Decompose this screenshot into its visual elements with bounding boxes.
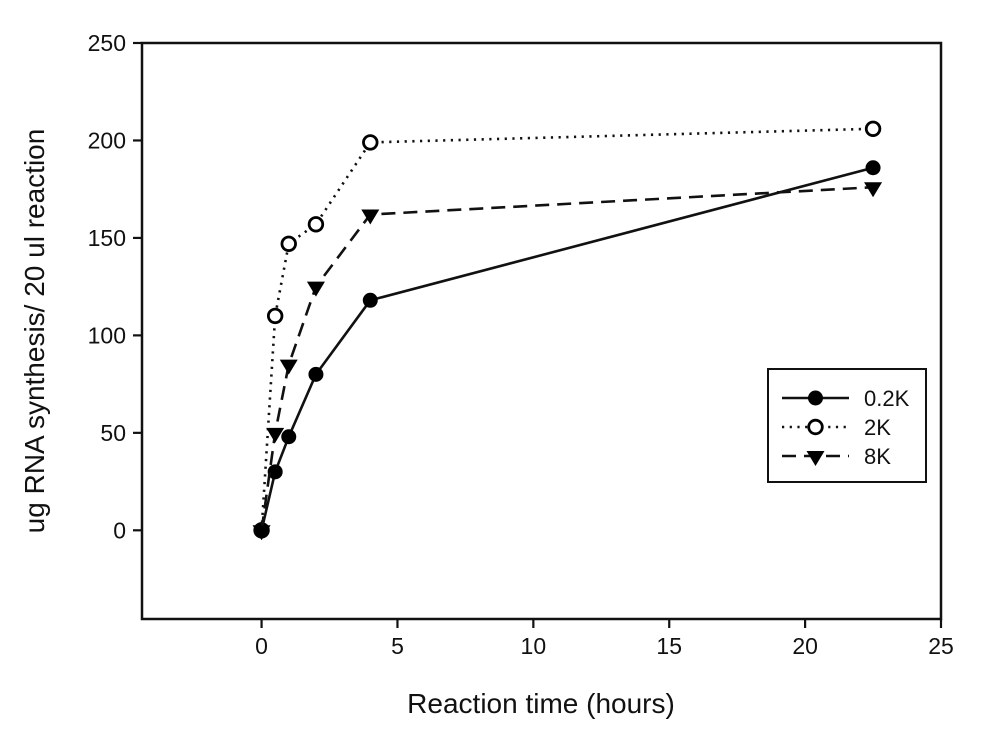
- series-2k: [253, 120, 882, 539]
- filled-circle-marker: [808, 390, 823, 406]
- triangle-down-marker: [279, 359, 298, 375]
- legend-box: [767, 368, 927, 483]
- y-tick-label: 150: [88, 225, 126, 251]
- open-circle-marker: [864, 120, 882, 137]
- series-8k: [252, 182, 883, 541]
- series-line-8k: [260, 185, 874, 531]
- x-tick-label: 25: [928, 633, 954, 659]
- series-line-0-2k: [260, 166, 874, 531]
- triangle-down-marker: [864, 182, 883, 198]
- legend-item-0-2k: 0.2K: [782, 386, 910, 411]
- legend-item-2k: 2K: [782, 415, 891, 440]
- filled-circle-marker: [281, 429, 297, 445]
- series-line-2k: [260, 127, 874, 531]
- open-circle-marker: [307, 216, 325, 233]
- open-circle-marker: [362, 134, 379, 151]
- triangle-down-marker: [252, 525, 271, 541]
- legend-label: 8K: [864, 444, 891, 469]
- filled-circle-marker: [267, 464, 283, 480]
- y-tick-label: 0: [113, 517, 126, 543]
- triangle-down-marker: [306, 281, 325, 297]
- triangle-down-marker: [266, 427, 285, 443]
- triangle-down-marker: [361, 209, 380, 225]
- x-tick-label: 20: [792, 633, 818, 659]
- x-tick-label: 10: [521, 633, 547, 659]
- y-tick-label: 100: [88, 322, 126, 348]
- legend-label: 2K: [864, 415, 891, 440]
- y-tick-label: 200: [88, 127, 126, 153]
- legend-item-8k: 8K: [782, 444, 891, 469]
- x-tick-label: 15: [656, 633, 682, 659]
- open-circle-marker: [807, 418, 824, 436]
- x-axis-title: Reaction time (hours): [407, 688, 675, 719]
- plot-border: [140, 41, 943, 621]
- legend-label: 0.2K: [864, 386, 910, 411]
- plot-area: [252, 120, 883, 541]
- legend: 0.2K 2K 8K: [767, 368, 927, 483]
- y-tick-label: 250: [88, 30, 126, 56]
- triangle-down-marker: [806, 451, 825, 466]
- filled-circle-marker: [865, 160, 881, 176]
- x-tick-label: 0: [255, 633, 268, 659]
- y-axis-title: ug RNA synthesis/ 20 ul reaction: [19, 129, 50, 534]
- y-tick-label: 50: [100, 420, 126, 446]
- filled-circle-marker: [362, 292, 378, 308]
- open-circle-marker: [280, 235, 297, 252]
- x-tick-label: 5: [391, 633, 404, 659]
- open-circle-marker: [266, 307, 284, 325]
- filled-circle-marker: [308, 366, 324, 382]
